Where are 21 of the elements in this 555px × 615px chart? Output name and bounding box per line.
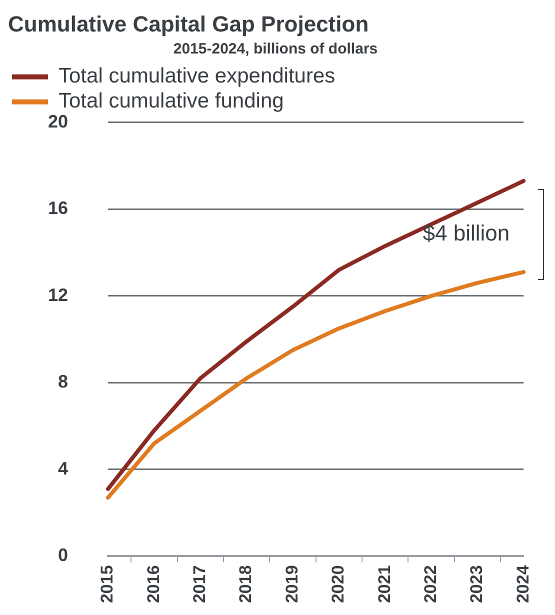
legend-label: Total cumulative expenditures xyxy=(58,64,336,88)
y-tick-label: 8 xyxy=(58,372,68,392)
chart-title: Cumulative Capital Gap Projection xyxy=(8,11,369,36)
x-tick-label: 2021 xyxy=(374,565,394,604)
x-tick-label: 2018 xyxy=(236,565,256,604)
y-tick-label: 12 xyxy=(48,284,68,305)
x-tick-label: 2022 xyxy=(420,565,440,604)
x-tick-label: 2024 xyxy=(513,564,532,604)
x-tick-label: 2015 xyxy=(98,565,117,604)
x-tick-label: 2017 xyxy=(190,565,210,604)
legend-label: Total cumulative funding xyxy=(58,90,284,113)
chart-subtitle: 2015-2024, billions of dollars xyxy=(173,40,378,58)
x-tick-label: 2016 xyxy=(144,565,163,604)
y-tick-label: 4 xyxy=(58,458,68,478)
y-tick-label: 0 xyxy=(58,545,68,566)
y-tick-label: 16 xyxy=(48,198,68,218)
y-tick-label: 20 xyxy=(48,111,68,132)
x-tick-label: 2019 xyxy=(282,565,302,604)
x-tick-label: 2020 xyxy=(328,565,348,604)
x-tick-label: 2023 xyxy=(467,565,486,604)
annotation: $4 billion xyxy=(422,220,510,246)
